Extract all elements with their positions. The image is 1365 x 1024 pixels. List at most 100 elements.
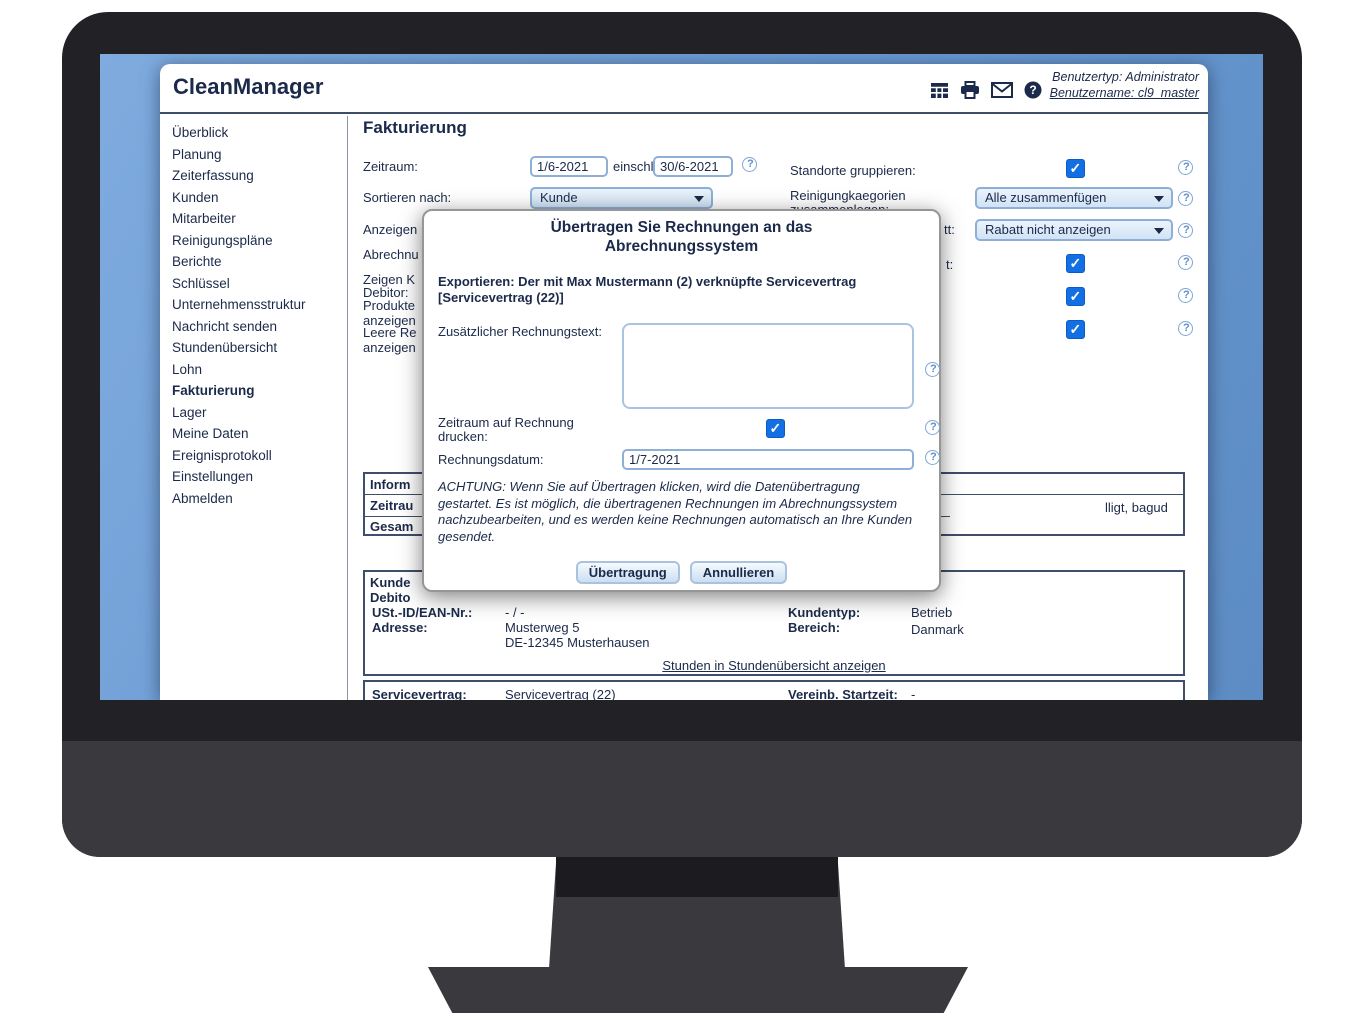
sidebar-item-kunden[interactable]: Kunden — [172, 189, 219, 205]
form-fragment-abrechnung: Abrechnu — [363, 247, 419, 262]
monitor-screen: CleanManager ? Benutzert — [100, 54, 1263, 700]
kategorien-help-icon[interactable] — [1178, 191, 1193, 206]
sidebar-item-lager[interactable]: Lager — [172, 404, 207, 420]
info-table-gesamt-fragment: Gesam — [370, 519, 414, 534]
sidebar-item-reinigungsplaene[interactable]: Reinigungspläne — [172, 232, 273, 248]
rechnungstext-help-icon[interactable] — [925, 362, 940, 377]
row4-label-fragment: t: — [946, 257, 954, 272]
sidebar-nav: Überblick Planung Zeiterfassung Kunden M… — [160, 116, 348, 700]
rechnungstext-label: Zusätzlicher Rechnungstext: — [438, 324, 603, 339]
rechnungstext-textarea[interactable] — [622, 323, 914, 409]
zeitraum-to-input[interactable] — [653, 156, 733, 177]
form-fragment-anzeigen: Anzeigen — [363, 222, 418, 237]
export-text-line2: [Servicevertrag (22)] — [438, 290, 564, 305]
sidebar-item-planung[interactable]: Planung — [172, 146, 222, 162]
transfer-invoices-dialog: Übertragen Sie Rechnungen an das Abrechn… — [422, 209, 941, 592]
startzeit-label: Vereinb. Startzeit: — [788, 687, 898, 700]
row6-help-icon[interactable] — [1178, 321, 1193, 336]
app-logo-title: CleanManager — [173, 74, 324, 99]
dialog-warning-text: ACHTUNG: Wenn Sie auf Übertragen klicken… — [438, 479, 913, 544]
row4-checkbox[interactable] — [1066, 254, 1085, 273]
ust-value: - / - — [505, 605, 525, 620]
rechnungsdatum-input[interactable] — [622, 449, 914, 470]
form-fragment-zeigen: Zeigen K — [363, 272, 416, 287]
kunde-label-fragment: Kunde — [370, 575, 411, 590]
sidebar-item-mitarbeiter[interactable]: Mitarbeiter — [172, 211, 236, 226]
user-name-link[interactable]: Benutzername: cl9_master — [1049, 86, 1199, 100]
sidebar-item-abmelden[interactable]: Abmelden — [172, 490, 233, 506]
sidebar-item-schluessel[interactable]: Schlüssel — [172, 275, 230, 291]
form-fragment-anzeigen3: anzeigen — [363, 340, 416, 355]
zeitraum-drucken-help-icon[interactable] — [925, 420, 940, 435]
zeitraum-drucken-label-line1: Zeitraum auf Rechnung — [438, 415, 574, 430]
standorte-gruppieren-label: Standorte gruppieren: — [790, 163, 916, 178]
dialog-button-row: Übertragung Annullieren — [424, 561, 939, 584]
zeitraum-help-icon[interactable] — [742, 157, 757, 172]
annullieren-button[interactable]: Annullieren — [689, 561, 788, 584]
zeitraum-drucken-checkbox[interactable] — [766, 419, 785, 438]
rechnungsdatum-help-icon[interactable] — [925, 450, 940, 465]
monitor-stand-base — [428, 967, 968, 1013]
sidebar-item-einstellungen[interactable]: Einstellungen — [172, 469, 254, 484]
sidebar-item-stundenuebersicht[interactable]: Stundenübersicht — [172, 340, 278, 355]
user-type: Benutzertyp: Administrator — [1052, 70, 1199, 84]
monitor-chin — [62, 741, 1302, 857]
dialog-title-line1: Übertragen Sie Rechnungen an das — [550, 219, 813, 236]
zeitraum-drucken-label-line2: drucken: — [438, 429, 488, 444]
kategorien-dropdown[interactable]: Alle zusammenfügen — [975, 187, 1173, 209]
calendar-icon[interactable] — [930, 82, 949, 99]
row5-help-icon[interactable] — [1178, 288, 1193, 303]
sidebar-item-zeiterfassung[interactable]: Zeiterfassung — [172, 168, 254, 183]
sidebar-item-lohn[interactable]: Lohn — [172, 361, 203, 377]
zeitraum-label: Zeitraum: — [363, 159, 418, 174]
page-title: Fakturierung — [363, 118, 467, 137]
servicevertrag-link[interactable]: Servicevertrag (22) — [505, 687, 616, 700]
standorte-gruppieren-checkbox[interactable] — [1066, 159, 1085, 178]
sortieren-label: Sortieren nach: — [363, 190, 452, 205]
contract-table: Servicevertrag: Servicevertrag (22) Vere… — [363, 680, 1185, 700]
sidebar-item-fakturierung[interactable]: Fakturierung — [172, 383, 255, 398]
sidebar-item-ereignisprotokoll[interactable]: Ereignisprotokoll — [172, 447, 272, 463]
standorte-help-icon[interactable] — [1178, 160, 1193, 175]
svg-text:?: ? — [1029, 83, 1036, 97]
user-info: Benutzertyp: Administrator Benutzername:… — [1050, 69, 1199, 101]
rabatt-label-fragment: tt: — [944, 222, 955, 237]
mail-icon[interactable] — [991, 82, 1013, 98]
form-fragment-anzeigen2: anzeigen — [363, 313, 416, 328]
info-table-right-fragment: lligt, bagud — [1105, 500, 1168, 515]
sidebar-item-nachricht-senden[interactable]: Nachricht senden — [172, 318, 278, 334]
monitor-stand-joint — [556, 857, 838, 897]
help-icon[interactable]: ? — [1024, 81, 1042, 99]
sidebar-item-ueberblick[interactable]: Überblick — [172, 125, 229, 140]
kundentyp-label: Kundentyp: — [788, 605, 861, 620]
sidebar-item-meine-daten[interactable]: Meine Daten — [172, 426, 249, 441]
header-toolbar: ? — [930, 81, 1042, 99]
einschl-label: einschl. — [613, 159, 658, 174]
debitor-label-fragment: Debito — [370, 590, 411, 605]
info-table-zeitraum-fragment: Zeitrau — [370, 498, 414, 513]
form-fragment-debitor: Debitor: — [363, 285, 409, 300]
form-fragment-leere: Leere Re — [363, 325, 417, 340]
sortieren-dropdown[interactable]: Kunde — [530, 187, 713, 209]
reinigungskategorien-label-line1: Reinigungkaegorien — [790, 188, 906, 203]
rabatt-help-icon[interactable] — [1178, 223, 1193, 238]
printer-icon[interactable] — [960, 81, 980, 99]
form-fragment-produkte: Produkte — [363, 298, 416, 313]
app-window: CleanManager ? Benutzert — [160, 64, 1208, 700]
stunden-link[interactable]: Stunden in Stundenübersicht anzeigen — [662, 658, 886, 673]
row5-checkbox[interactable] — [1066, 287, 1085, 306]
rabatt-dropdown[interactable]: Rabatt nicht anzeigen — [975, 219, 1173, 241]
adresse-line1: Musterweg 5 — [505, 620, 580, 635]
row4-help-icon[interactable] — [1178, 255, 1193, 270]
row6-checkbox[interactable] — [1066, 320, 1085, 339]
window-header: CleanManager ? Benutzert — [160, 64, 1208, 114]
ust-label: USt.-ID/EAN-Nr.: — [372, 605, 473, 620]
startzeit-value: - — [911, 687, 916, 700]
kundentyp-value: Betrieb — [911, 605, 953, 620]
sidebar-item-unternehmensstruktur[interactable]: Unternehmensstruktur — [172, 297, 306, 312]
rechnungsdatum-label: Rechnungsdatum: — [438, 452, 544, 467]
zeitraum-from-input[interactable] — [530, 156, 608, 177]
sidebar-item-berichte[interactable]: Berichte — [172, 254, 222, 269]
uebertragung-button[interactable]: Übertragung — [575, 561, 680, 584]
